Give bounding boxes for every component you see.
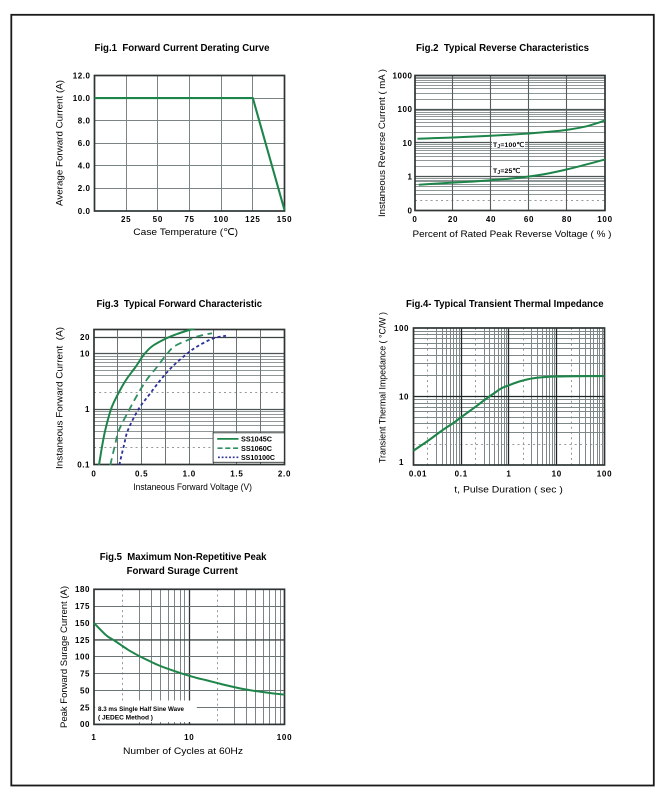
- svg-text:1: 1: [506, 470, 511, 479]
- svg-text:00: 00: [80, 720, 90, 729]
- svg-text:25: 25: [121, 215, 131, 224]
- svg-text:100: 100: [597, 215, 612, 224]
- svg-text:125: 125: [75, 636, 90, 645]
- svg-text:Fig.3 Typical Forward Charact: Fig.3 Typical Forward Characteristic: [97, 299, 263, 310]
- svg-text:Instaneous Forward Current (A: Instaneous Forward Current (A): [55, 327, 65, 469]
- svg-text:100: 100: [75, 653, 90, 662]
- svg-text:4.0: 4.0: [78, 162, 91, 171]
- svg-text:Fig.2 Typical Reverse Charact: Fig.2 Typical Reverse Characteristics: [416, 43, 589, 54]
- svg-text:12.0: 12.0: [73, 71, 91, 80]
- svg-text:1: 1: [408, 173, 413, 182]
- svg-text:Peak Forward Surage Current (A: Peak Forward Surage Current (A): [59, 586, 69, 728]
- svg-text:75: 75: [80, 670, 90, 679]
- svg-text:1: 1: [91, 733, 96, 742]
- svg-text:1: 1: [399, 458, 404, 467]
- svg-text:8.3 ms Single Half Sine Wave: 8.3 ms Single Half Sine Wave: [98, 706, 184, 713]
- svg-text:180: 180: [75, 585, 90, 594]
- svg-text:50: 50: [80, 686, 90, 695]
- svg-text:20: 20: [448, 215, 458, 224]
- svg-text:100: 100: [277, 733, 292, 742]
- svg-text:8.0: 8.0: [78, 116, 91, 125]
- svg-text:10: 10: [184, 733, 194, 742]
- svg-text:0.1: 0.1: [455, 470, 468, 479]
- svg-text:Forward Surage Current: Forward Surage Current: [127, 566, 239, 577]
- svg-text:10: 10: [403, 139, 413, 148]
- svg-text:50: 50: [153, 215, 163, 224]
- svg-text:0.0: 0.0: [78, 207, 91, 216]
- svg-text:175: 175: [75, 602, 90, 611]
- svg-text:125: 125: [245, 215, 260, 224]
- svg-text:100: 100: [398, 105, 413, 114]
- svg-text:TJ=100℃: TJ=100℃: [493, 141, 524, 150]
- svg-text:1000: 1000: [393, 71, 413, 80]
- svg-text:10.0: 10.0: [73, 94, 91, 103]
- svg-text:0: 0: [412, 215, 417, 224]
- svg-text:t, Pulse Duration ( sec ): t, Pulse Duration ( sec ): [454, 485, 563, 495]
- svg-text:Fig.1 Forward Current Deratin: Fig.1 Forward Current Derating Curve: [95, 43, 270, 54]
- svg-text:20: 20: [80, 333, 90, 342]
- svg-text:0.1: 0.1: [77, 460, 90, 469]
- svg-text:60: 60: [524, 215, 534, 224]
- svg-text:80: 80: [562, 215, 572, 224]
- svg-text:100: 100: [597, 470, 612, 479]
- svg-text:1.5: 1.5: [230, 470, 243, 479]
- svg-text:10: 10: [80, 350, 90, 359]
- svg-text:Instaneous Forward Voltage (V): Instaneous Forward Voltage (V): [133, 482, 252, 492]
- svg-text:Number of Cycles at 60Hz: Number of Cycles at 60Hz: [123, 746, 243, 756]
- svg-text:0.5: 0.5: [135, 470, 148, 479]
- svg-text:6.0: 6.0: [78, 139, 91, 148]
- svg-text:Fig.5 Maximum Non-Repetitive: Fig.5 Maximum Non-Repetitive Peak: [100, 552, 267, 563]
- svg-text:Case Temperature (℃): Case Temperature (℃): [133, 227, 238, 237]
- svg-text:SS10100C: SS10100C: [241, 455, 275, 462]
- svg-text:40: 40: [486, 215, 496, 224]
- svg-text:150: 150: [277, 215, 292, 224]
- svg-text:0: 0: [91, 470, 96, 479]
- svg-text:25: 25: [80, 703, 90, 712]
- svg-text:Fig.4- Typical Transient Therm: Fig.4- Typical Transient Thermal Impedan…: [406, 299, 604, 310]
- svg-text:75: 75: [184, 215, 194, 224]
- svg-text:2.0: 2.0: [78, 184, 91, 193]
- svg-text:100: 100: [213, 215, 228, 224]
- svg-text:Transient Thermal Impedance (: Transient Thermal Impedance ( °C/W ): [378, 312, 388, 463]
- svg-text:TJ=25℃: TJ=25℃: [493, 167, 520, 176]
- svg-text:SS1060C: SS1060C: [241, 446, 272, 453]
- svg-text:0.01: 0.01: [409, 470, 427, 479]
- svg-text:SS1045C: SS1045C: [241, 437, 272, 444]
- svg-text:10: 10: [399, 392, 409, 401]
- svg-text:Percent of Rated Peak Reverse: Percent of Rated Peak Reverse Voltage ( …: [413, 229, 612, 239]
- svg-text:Average Forward Current (A): Average Forward Current (A): [55, 80, 65, 206]
- svg-text:10: 10: [552, 470, 562, 479]
- svg-text:1: 1: [85, 405, 90, 414]
- svg-text:2.0: 2.0: [278, 470, 291, 479]
- svg-text:( JEDEC Method ): ( JEDEC Method ): [98, 715, 153, 722]
- svg-text:100: 100: [394, 324, 409, 333]
- svg-text:1.0: 1.0: [183, 470, 196, 479]
- svg-text:0: 0: [408, 206, 413, 215]
- svg-text:150: 150: [75, 619, 90, 628]
- svg-text:Instaneous Reverse Current ( m: Instaneous Reverse Current ( mA ): [377, 69, 387, 217]
